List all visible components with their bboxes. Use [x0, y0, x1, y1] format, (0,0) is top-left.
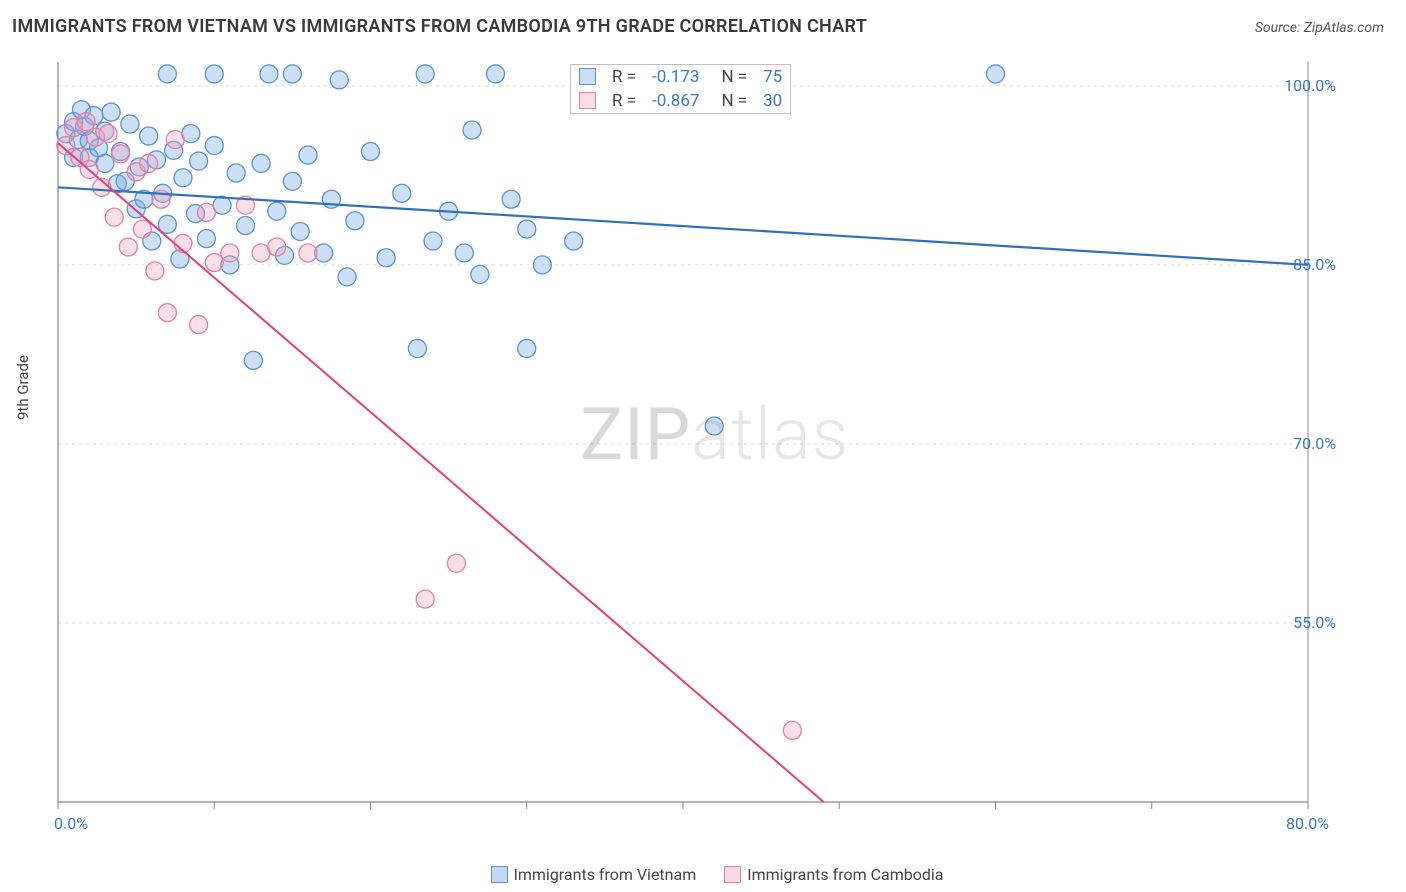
legend-r-label: R =	[604, 89, 644, 114]
legend-series-label: Immigrants from Vietnam	[514, 865, 697, 884]
series-legend: Immigrants from Vietnam Immigrants from C…	[0, 865, 1406, 884]
y-tick-label: 55.0%	[1293, 613, 1336, 632]
y-axis-label: 9th Grade	[14, 355, 32, 420]
legend-swatch	[724, 866, 741, 883]
chart-title: IMMIGRANTS FROM VIETNAM VS IMMIGRANTS FR…	[12, 16, 867, 37]
x-tick-first: 0.0%	[54, 814, 88, 833]
plot-area: ZIPatlas R =-0.173N =75R =-0.867N =30 55…	[50, 62, 1350, 832]
legend-n-label: N =	[707, 89, 755, 114]
y-tick-label: 85.0%	[1293, 255, 1336, 274]
legend-n-label: N =	[707, 65, 755, 90]
legend-r-label: R =	[604, 65, 644, 90]
x-tick-last: 80.0%	[1286, 814, 1329, 833]
legend-swatch	[491, 866, 508, 883]
legend-n-value: 75	[755, 65, 791, 90]
legend-r-value: -0.173	[644, 65, 707, 90]
source-value: ZipAtlas.com	[1304, 20, 1384, 36]
y-tick-label: 100.0%	[1284, 76, 1336, 95]
scatter-chart-svg	[50, 62, 1350, 832]
y-tick-label: 70.0%	[1293, 434, 1336, 453]
correlation-legend: R =-0.173N =75 R =-0.867N =30	[570, 64, 791, 114]
source-attribution: Source: ZipAtlas.com	[1255, 20, 1384, 36]
source-label: Source:	[1255, 20, 1300, 36]
legend-series-label: Immigrants from Cambodia	[747, 865, 943, 884]
legend-n-value: 30	[755, 89, 791, 114]
legend-r-value: -0.867	[644, 89, 707, 114]
